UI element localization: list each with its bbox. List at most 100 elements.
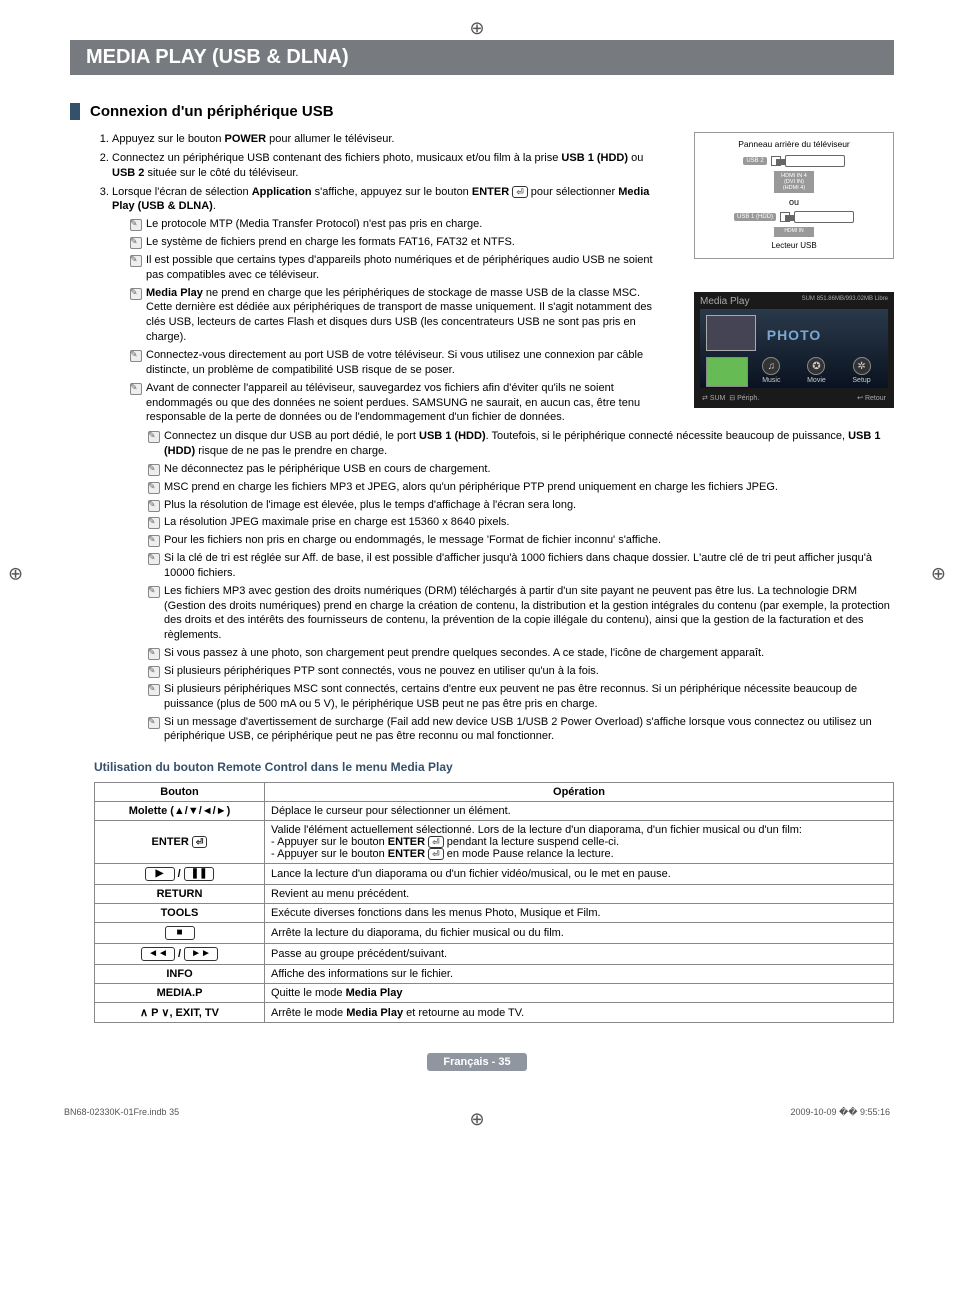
s1-b1: POWER: [225, 133, 267, 145]
btn-cell: ◄◄ / ►►: [95, 944, 265, 965]
mp-footer-periph: Périph.: [737, 395, 759, 402]
usb2-plug-icon: [785, 155, 845, 167]
usb-reader-label: Lecteur USB: [699, 241, 889, 250]
op-cell: Quitte le mode Media Play: [265, 984, 894, 1003]
s3-pre: Lorsque l'écran de sélection: [112, 186, 252, 198]
mp-title: Media Play: [700, 296, 749, 307]
table-row: INFOAffiche des informations sur le fich…: [95, 965, 894, 984]
panel-caption: Panneau arrière du téléviseur: [699, 139, 889, 149]
s3-b1: Application: [252, 186, 312, 198]
table-row: RETURNRevient au menu précédent.: [95, 885, 894, 904]
table-row: MEDIA.PQuitte le mode Media Play: [95, 984, 894, 1003]
mp-movie-caption: Movie: [807, 377, 826, 384]
note-item: Connectez un disque dur USB au port dédi…: [148, 429, 894, 459]
s3-b2: ENTER: [472, 186, 509, 198]
mp-body: PHOTO ◻Photo ♫Music ✪Movie ✲Setup: [700, 309, 888, 388]
s2-b1: USB 1 (HDD): [561, 152, 628, 164]
page-footer: Français - 35: [60, 1053, 894, 1071]
mp-icon-setup: ✲Setup: [852, 357, 870, 384]
note-item: Si plusieurs périphériques PTP sont conn…: [148, 664, 894, 679]
note-item: Avant de connecter l'appareil au télévis…: [130, 381, 654, 426]
ou-label: ou: [699, 197, 889, 207]
table-row: Molette (▲/▼/◄/►)Déplace le curseur pour…: [95, 802, 894, 821]
s3-mid: s'affiche, appuyez sur le bouton: [312, 186, 472, 198]
reg-mark-left: ⊕: [8, 564, 23, 585]
mp-footer-left: ⇄ SUM ⊟ Périph.: [702, 394, 759, 402]
title-bar: MEDIA PLAY (USB & DLNA): [70, 40, 894, 75]
op-cell: Valide l'élément actuellement sélectionn…: [265, 821, 894, 864]
note-item: Le protocole MTP (Media Transfer Protoco…: [130, 217, 654, 232]
notes-narrow-list: Le protocole MTP (Media Transfer Protoco…: [130, 217, 654, 425]
table-row: ◄◄ / ►►Passe au groupe précédent/suivant…: [95, 944, 894, 965]
op-cell: Lance la lecture d'un diaporama ou d'un …: [265, 864, 894, 885]
hdmi-block: HDMI IN 4 (DVI IN) (HDMI 4): [774, 171, 814, 193]
s1-pre: Appuyez sur le bouton: [112, 133, 225, 145]
mp-footer-sum: SUM: [710, 395, 726, 402]
mp-footer: ⇄ SUM ⊟ Périph. ↩ Retour: [700, 392, 888, 402]
mp-icon-movie: ✪ Movie: [807, 357, 826, 384]
reg-mark-right: ⊕: [931, 564, 946, 585]
s2-post: située sur le côté du téléviseur.: [144, 167, 298, 179]
section-heading: Connexion d'un périphérique USB: [70, 103, 894, 120]
s3-mid2: pour sélectionner: [528, 186, 619, 198]
th-operation: Opération: [265, 783, 894, 802]
note-item: Pour les fichiers non pris en charge ou …: [148, 533, 894, 548]
note-item: Plus la résolution de l'image est élevée…: [148, 498, 894, 513]
mp-thumb-icon: [706, 315, 756, 351]
mp-sum-top: SUM: [802, 296, 815, 302]
note-item: Si un message d'avertissement de surchar…: [148, 715, 894, 745]
note-item: Si vous passez à une photo, son chargeme…: [148, 646, 894, 661]
reg-mark-bottom: ⊕: [469, 1109, 484, 1130]
content-wrap: Panneau arrière du téléviseur USB 2 HDMI…: [94, 132, 894, 1023]
table-header-row: Bouton Opération: [95, 783, 894, 802]
step-2: Connectez un périphérique USB contenant …: [112, 151, 654, 181]
btn-cell: RETURN: [95, 885, 265, 904]
music-icon: ♫: [762, 357, 780, 375]
btn-cell: ENTER ⏎: [95, 821, 265, 864]
th-button: Bouton: [95, 783, 265, 802]
text-column: Appuyez sur le bouton POWER pour allumer…: [94, 132, 654, 425]
reg-mark-top: ⊕: [469, 18, 484, 39]
op-cell: Arrête la lecture du diaporama, du fichi…: [265, 923, 894, 944]
table-row: ∧ P ∨, EXIT, TVArrête le mode Media Play…: [95, 1003, 894, 1023]
imprint-left: BN68-02330K-01Fre.indb 35: [64, 1107, 179, 1118]
note-item: La résolution JPEG maximale prise en cha…: [148, 515, 894, 530]
usb1-row: USB 1 (HDD): [699, 211, 889, 223]
mp-footer-right: ↩ Retour: [857, 394, 886, 402]
table-row: ENTER ⏎Valide l'élément actuellement sél…: [95, 821, 894, 864]
s1-post: pour allumer le téléviseur.: [266, 133, 394, 145]
rear-panel-figure: Panneau arrière du téléviseur USB 2 HDMI…: [694, 132, 894, 259]
btn-cell: INFO: [95, 965, 265, 984]
sub-heading: Utilisation du bouton Remote Control dan…: [94, 760, 894, 774]
mp-devinfo: 851.86MB/993.02MB Libre: [817, 296, 888, 302]
note-item: Media Play ne prend en charge que les pé…: [130, 286, 654, 345]
usb1-plug-icon: [794, 211, 854, 223]
imprint-right: 2009-10-09 �� 9:55:16: [790, 1107, 890, 1118]
op-cell: Déplace le curseur pour sélectionner un …: [265, 802, 894, 821]
note-item: Le système de fichiers prend en charge l…: [130, 235, 654, 250]
remote-table: Bouton Opération Molette (▲/▼/◄/►)Déplac…: [94, 782, 894, 1023]
btn-cell: ▶ / ❚❚: [95, 864, 265, 885]
step-3: Lorsque l'écran de sélection Application…: [112, 185, 654, 426]
mediaplay-figure: Media Play SUM 851.86MB/993.02MB Libre P…: [694, 292, 894, 408]
notes-wide-list: Connectez un disque dur USB au port dédi…: [130, 429, 894, 744]
mp-top-right: SUM 851.86MB/993.02MB Libre: [802, 296, 888, 307]
steps-list: Appuyez sur le bouton POWER pour allumer…: [112, 132, 654, 425]
op-cell: Passe au groupe précédent/suivant.: [265, 944, 894, 965]
enter-icon: ⏎: [512, 186, 528, 198]
note-item: Connectez-vous directement au port USB d…: [130, 348, 654, 378]
op-cell: Affiche des informations sur le fichier.: [265, 965, 894, 984]
s2-pre: Connectez un périphérique USB contenant …: [112, 152, 561, 164]
table-row: TOOLSExécute diverses fonctions dans les…: [95, 904, 894, 923]
page-number-badge: Français - 35: [427, 1053, 526, 1071]
usb2-label: USB 2: [743, 157, 766, 165]
notes-wide-wrap: Connectez un disque dur USB au port dédi…: [94, 429, 894, 744]
op-cell: Arrête le mode Media Play et retourne au…: [265, 1003, 894, 1023]
movie-icon: ✪: [807, 357, 825, 375]
note-item: Il est possible que certains types d'app…: [130, 253, 654, 283]
s2-b2: USB 2: [112, 167, 144, 179]
usb2-row: USB 2: [699, 155, 889, 167]
mp-setup-caption: Setup: [852, 377, 870, 384]
note-item: Ne déconnectez pas le périphérique USB e…: [148, 462, 894, 477]
s3-post: .: [213, 200, 216, 212]
